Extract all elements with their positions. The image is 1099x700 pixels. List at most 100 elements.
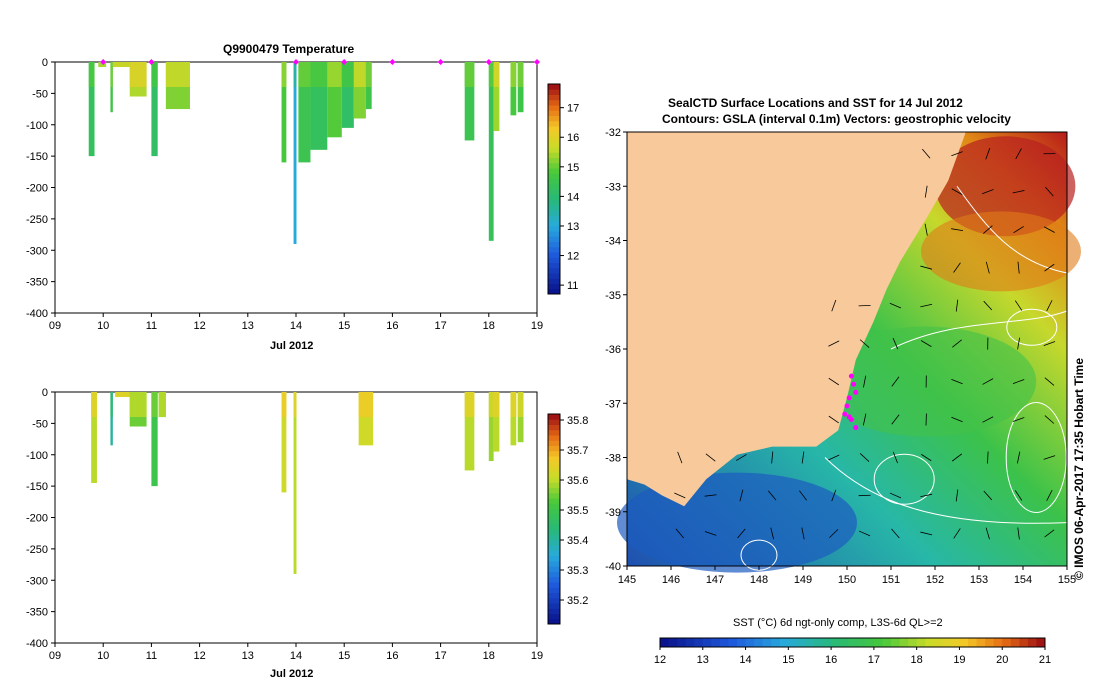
colorbar-segment: [728, 638, 738, 647]
x-tick-label: 19: [531, 320, 543, 332]
profile-bar: [281, 392, 287, 493]
velocity-vector: [891, 528, 900, 539]
x-tick-label: 12: [193, 320, 205, 332]
colorbar-segment: [548, 435, 560, 441]
x-tick-label: 09: [49, 320, 61, 332]
profile-bar: [110, 392, 113, 446]
map-y-tick-label: -37: [605, 398, 621, 410]
colorbar-frame: [547, 83, 561, 295]
colorbar-segment: [788, 638, 798, 647]
profile-bar: [517, 62, 524, 113]
colorbar-segment: [548, 582, 560, 588]
profile-bar-surface: [327, 62, 342, 87]
profile-bar-surface: [358, 392, 374, 417]
sst-map: 145 146 147 148 149 150 151 152 153 154 155 -32 -33 -…: [605, 127, 1081, 585]
seal-location-marker: [853, 425, 859, 431]
colorbar-segment: [711, 638, 721, 647]
profile-bar: [293, 392, 297, 574]
colorbar-segment: [548, 220, 560, 227]
colorbar-segment: [548, 178, 560, 185]
x-tick-label: 11: [146, 650, 157, 662]
y-tick-label: -300: [26, 245, 48, 257]
seal-location-marker: [851, 381, 857, 387]
x-tick-label: 14: [290, 650, 302, 662]
map-x-tick-label: 153: [970, 574, 988, 585]
colorbar-segment: [548, 204, 560, 211]
colorbar-segment: [925, 638, 935, 647]
velocity-vector: [831, 489, 837, 502]
velocity-vector: [924, 223, 928, 236]
velocity-vector: [828, 454, 840, 461]
profile-bar-surface: [341, 62, 354, 87]
velocity-vector: [705, 453, 716, 462]
seal-location-marker: [846, 395, 852, 401]
colorbar-segment: [899, 638, 909, 647]
velocity-vector: [922, 148, 931, 159]
profile-marker: [534, 59, 540, 65]
y-tick-label: 0: [42, 57, 48, 69]
y-tick-label: -150: [26, 151, 48, 163]
profile-bar: [510, 392, 517, 446]
profile-bar: [151, 392, 158, 487]
velocity-vector: [920, 303, 933, 308]
colorbar-segment: [548, 456, 560, 462]
colorbar-segment: [942, 638, 952, 647]
gsla-contour: [824, 457, 1068, 524]
y-tick-label: -250: [26, 544, 48, 556]
colorbar-segment: [548, 587, 560, 593]
map-y-tick-label: -40: [605, 561, 621, 573]
velocity-vector: [987, 451, 989, 464]
profile-bar-surface: [129, 62, 147, 87]
profile-bar-surface: [151, 392, 158, 417]
velocity-vector: [1043, 226, 1055, 233]
x-tick-label: 17: [434, 650, 446, 662]
gsla-contour: [873, 453, 935, 505]
velocity-vector: [801, 451, 805, 464]
profile-bar-surface: [115, 392, 130, 398]
gsla-contour: [1006, 308, 1058, 346]
colorbar-tick-label: 35.7: [567, 445, 588, 457]
colorbar-segment: [1036, 638, 1046, 647]
colorbar-segment: [548, 576, 560, 583]
velocity-vector: [983, 300, 993, 311]
y-tick-label: -200: [26, 513, 48, 525]
colorbar-segment: [771, 638, 781, 647]
warm-core: [935, 136, 1076, 237]
velocity-vector: [889, 492, 902, 499]
colorbar-segment: [814, 638, 824, 647]
colorbar-segment: [548, 492, 560, 499]
colorbar-segment: [548, 519, 560, 525]
colorbar-segment: [548, 540, 560, 546]
colorbar-tick-label: 15: [567, 162, 579, 174]
colorbar-segment: [685, 638, 695, 647]
colorbar-segment: [548, 603, 560, 609]
profile-bar-surface: [293, 392, 297, 417]
profile-bar: [464, 62, 475, 141]
colorbar-segment: [1002, 638, 1012, 647]
colorbar-segment: [848, 638, 858, 647]
seal-location-marker: [853, 389, 859, 395]
colorbar-tick-label: 35.6: [567, 475, 588, 487]
colorbar-frame: [547, 413, 561, 625]
colorbar-segment: [916, 638, 926, 647]
x-tick-label: 13: [242, 320, 254, 332]
seal-location-marker: [848, 373, 854, 379]
profile-bar-surface: [293, 62, 297, 87]
profile-bar-surface: [464, 392, 475, 417]
map-x-tick-label: 151: [882, 574, 900, 585]
y-tick-label: 0: [42, 387, 48, 399]
colorbar-tick-label: 16: [825, 654, 837, 666]
colorbar-segment: [548, 545, 560, 551]
profile-bar-surface: [310, 62, 328, 87]
colorbar-segment: [548, 199, 560, 206]
map-y-tick-label: -39: [605, 507, 621, 519]
velocity-vector: [953, 528, 961, 539]
colorbar-segment: [548, 147, 560, 153]
colorbar-segment: [548, 105, 560, 111]
colorbar-segment: [548, 482, 560, 488]
colorbar-tick-label: 21: [1039, 654, 1051, 666]
profile-bar-surface: [281, 392, 287, 417]
profile-bar-surface: [488, 62, 494, 87]
colorbar-segment: [548, 461, 560, 467]
